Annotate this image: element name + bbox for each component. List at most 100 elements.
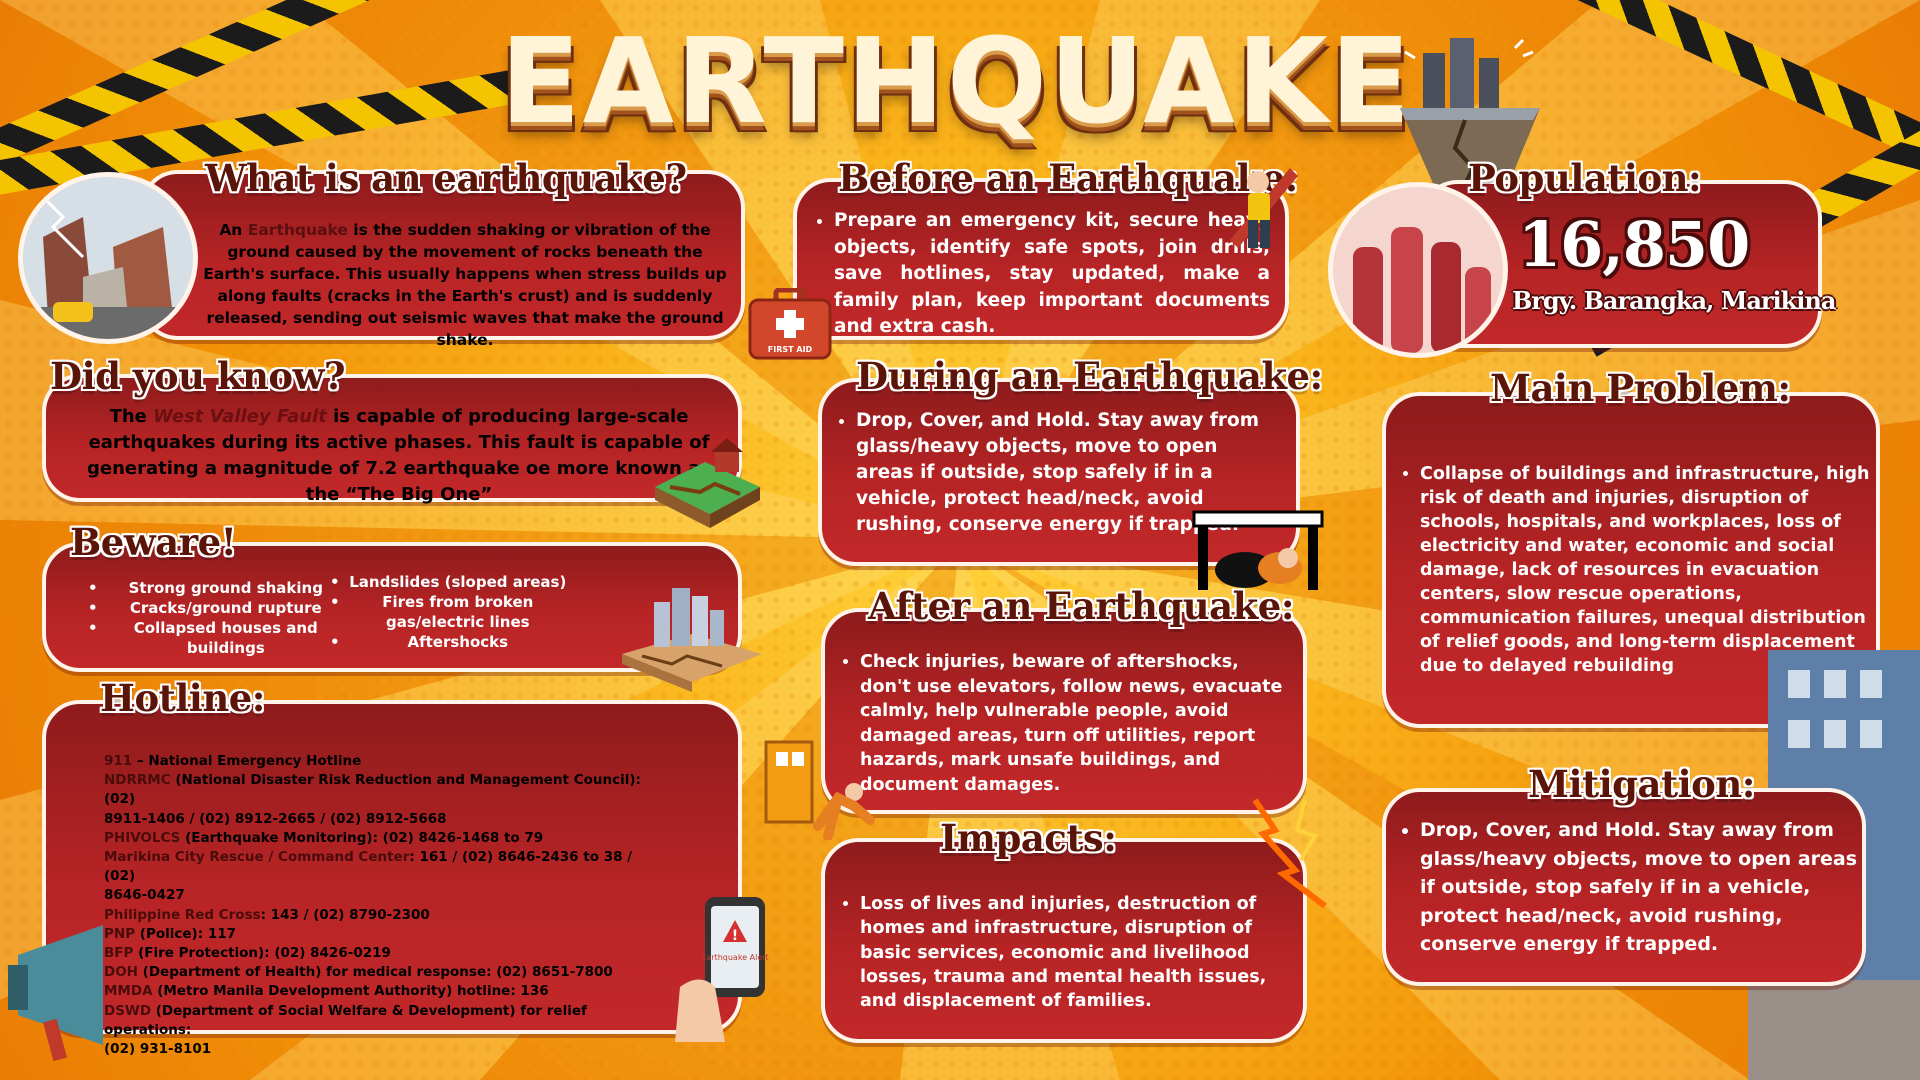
beware-item: • Collapsed houses and buildings (88, 618, 348, 658)
megaphone-icon (8, 925, 103, 1062)
hotline-agency: PHIVOLCS (104, 829, 181, 846)
did-you-know-panel (42, 374, 742, 502)
phone-alert-icon: ! Earthquake Alert (675, 897, 769, 1042)
hotline-agency: NDRRMC (104, 772, 171, 789)
page-title: EARTHQUAKE (500, 12, 1413, 150)
cracked-city-icon (622, 588, 762, 692)
beware-item: • Landslides (sloped areas) (330, 572, 570, 592)
before-panel (793, 178, 1289, 340)
population-heading: Population: (1468, 156, 1702, 200)
population-value: 16,850 (1518, 208, 1750, 281)
mitigation-item: Drop, Cover, and Hold. Stay away from gl… (1420, 816, 1858, 959)
hotline-agency: Philippine Red Cross (104, 906, 261, 923)
after-list: Check injuries, beware of aftershocks, d… (834, 650, 1294, 797)
main-problem-heading: Main Problem: (1490, 366, 1791, 410)
main-problem-item: Collapse of buildings and infrastructure… (1420, 462, 1874, 678)
hotline-agency: DSWD (104, 1002, 152, 1019)
population-place: Brgy. Barangka, Marikina (1512, 286, 1836, 315)
beware-heading: Beware! (70, 520, 237, 564)
hotline-agency: 911 (104, 753, 133, 769)
collapsing-city-icon (1400, 38, 1540, 188)
beware-item-text: Landslides (sloped areas) (349, 573, 567, 591)
hotline-detail: (Police): 117 (135, 925, 236, 942)
hotline-detail: (National Disaster Risk Reduction and Ma… (104, 772, 641, 808)
hotline-detail: (02) 931-8101 (104, 1041, 212, 1058)
hotline-detail: (Earthquake Monitoring): (02) 8426-1468 … (180, 829, 544, 846)
beware-col2: • Landslides (sloped areas) • Fires from b… (330, 572, 570, 652)
beware-item: • Strong ground shaking (88, 578, 348, 598)
hotline-heading: Hotline: (100, 676, 265, 720)
hotline-agency: BFP (104, 945, 134, 962)
svg-text:!: ! (732, 928, 738, 944)
beware-item-text: Aftershocks (407, 633, 509, 651)
beware-col1: • Strong ground shaking • Cracks/ground ru… (88, 578, 348, 658)
fleeing-person-icon (764, 740, 875, 840)
duck-cover-icon (1192, 510, 1324, 590)
hotline-line: PNP (Police): 117 (104, 925, 664, 944)
hotline-line: DOH (Department of Health) for medical r… (104, 963, 664, 982)
before-list: Prepare an emergency kit, secure heavy o… (808, 208, 1270, 341)
hotline-line: NDRRMC (National Disaster Risk Reduction… (104, 771, 664, 809)
hotline-detail: : 161 / (02) 8646-2436 to 38 / (02) (104, 849, 633, 885)
after-panel (821, 608, 1307, 814)
hotline-agency: MMDA (104, 983, 153, 1000)
hotline-detail: 8646-0427 (104, 887, 185, 904)
during-item: Drop, Cover, and Hold. Stay away from gl… (856, 408, 1280, 538)
did-you-know-lead: The (109, 406, 154, 427)
beware-item-text: Fires from broken gas/electric lines (382, 593, 534, 631)
beware-item: • Cracks/ground rupture (88, 598, 348, 618)
impacts-heading: Impacts: (940, 816, 1117, 860)
during-panel (818, 378, 1300, 566)
impacts-item: Loss of lives and injuries, destruction … (860, 892, 1294, 1013)
before-heading: Before an Earthquake: (838, 156, 1298, 200)
hotline-line: DSWD (Department of Social Welfare & Dev… (104, 1002, 664, 1040)
hotline-line: MMDA (Metro Manila Development Authority… (104, 982, 664, 1001)
beware-item-text: Cracks/ground rupture (129, 599, 322, 617)
hotline-detail: (Department of Health) for medical respo… (137, 964, 613, 981)
main-problem-panel (1382, 392, 1880, 728)
did-you-know-heading: Did you know? (50, 354, 346, 398)
beware-item-text: Collapsed houses and buildings (133, 619, 318, 657)
scared-person-icon (1230, 168, 1298, 248)
fault-landscape-icon (655, 438, 760, 528)
phone-alert-label: Earthquake Alert (701, 953, 768, 962)
hotline-line: 8911-1406 / (02) 8912-2665 / (02) 8912-5… (104, 810, 664, 829)
impacts-list: Loss of lives and injuries, destruction … (834, 892, 1294, 1013)
hotline-line: 911 – National Emergency Hotline (104, 752, 664, 771)
impacts-panel (821, 838, 1307, 1043)
beware-item: • Aftershocks (330, 632, 570, 652)
what-is-panel (140, 170, 745, 340)
hotline-detail: 8911-1406 / (02) 8912-2665 / (02) 8912-5… (104, 810, 447, 827)
lightning-cracks-icon (1252, 798, 1327, 909)
did-you-know-highlight: West Valley Fault (153, 406, 327, 427)
mitigation-heading: Mitigation: (1528, 762, 1755, 806)
hotline-line: (02) 931-8101 (104, 1040, 664, 1059)
collapsed-buildings-image (18, 172, 198, 344)
did-you-know-body: is capable of producing large-scale eart… (87, 406, 711, 505)
hotline-detail: (Department of Social Welfare & Developm… (104, 1002, 587, 1038)
main-problem-list: Collapse of buildings and infrastructure… (1394, 462, 1874, 678)
what-is-body: is the sudden shaking or vibration of th… (203, 221, 727, 349)
hotline-line: 8646-0427 (104, 886, 664, 905)
hotline-agency: DOH (104, 964, 138, 981)
hotline-line: BFP (Fire Protection): (02) 8426-0219 (104, 944, 664, 963)
hotline-line: Philippine Red Cross: 143 / (02) 8790-23… (104, 906, 664, 925)
hotline-detail: – National Emergency Hotline (132, 753, 362, 769)
what-is-text: An Earthquake is the sudden shaking or v… (200, 219, 730, 351)
what-is-lead: An (219, 221, 248, 239)
hotline-line: Marikina City Rescue / Command Center: 1… (104, 848, 664, 886)
beware-item-text: Strong ground shaking (128, 579, 323, 597)
what-is-heading: What is an earthquake? (205, 156, 687, 200)
after-item: Check injuries, beware of aftershocks, d… (860, 650, 1294, 797)
hotline-detail: (Fire Protection): (02) 8426-0219 (133, 945, 391, 962)
hotline-list: 911 – National Emergency Hotline NDRRMC … (104, 752, 664, 1059)
mitigation-list: Drop, Cover, and Hold. Stay away from gl… (1394, 816, 1858, 959)
hotline-detail: : 143 / (02) 8790-2300 (260, 906, 430, 923)
what-is-highlight: Earthquake (247, 221, 348, 239)
after-heading: After an Earthquake: (868, 584, 1294, 628)
first-aid-kit-icon: FIRST AID (748, 288, 832, 360)
raised-fists-image (1328, 182, 1508, 358)
first-aid-label: FIRST AID (768, 345, 813, 354)
before-item: Prepare an emergency kit, secure heavy o… (834, 208, 1270, 341)
mitigation-panel (1382, 788, 1866, 986)
